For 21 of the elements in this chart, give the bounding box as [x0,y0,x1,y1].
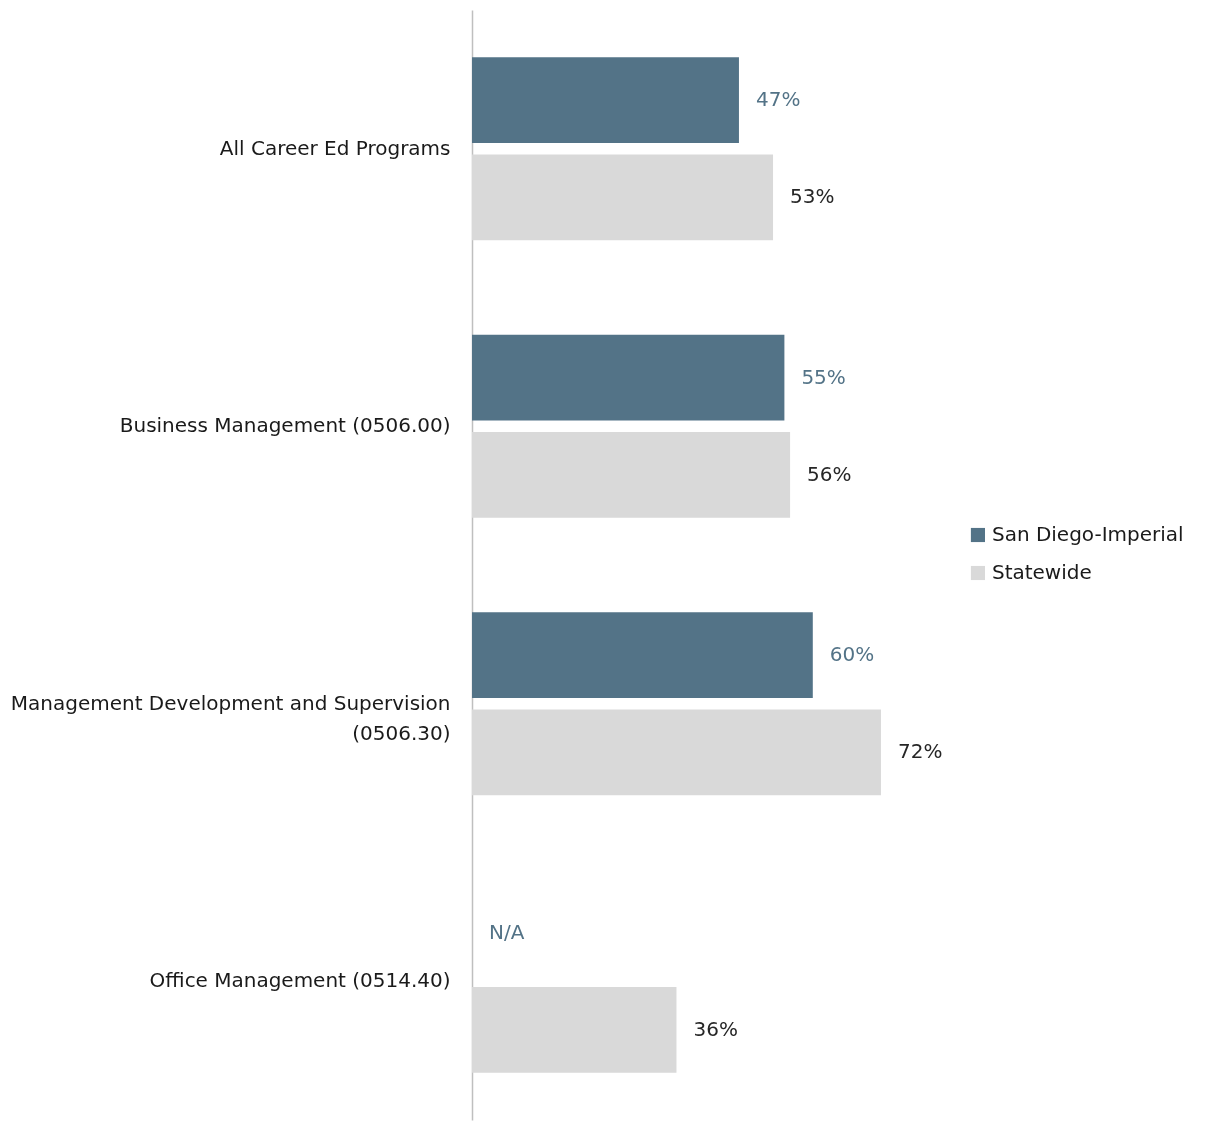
bar [472,709,881,796]
bar [472,57,739,143]
y-tick-label: All Career Ed Programs [219,135,451,160]
data-label: 60% [829,642,875,667]
legend-label: Statewide [991,560,1092,584]
bar [472,987,677,1073]
bar [472,154,774,241]
y-tick-label: Office Management (0514.40) [149,968,451,993]
data-label: 56% [807,461,852,486]
data-label: 55% [801,364,846,389]
bar [472,432,791,518]
bar [472,334,785,421]
bar [472,612,813,698]
data-label: 36% [693,1016,738,1041]
data-label: 72% [897,739,943,764]
y-tick-label: Management Development and Supervision (0506.30) [10,690,451,745]
data-label: 53% [790,184,835,209]
y-tick-label: Business Management (0506.00) [119,413,451,438]
legend-label: San Diego-Imperial [991,522,1184,546]
text: N/A [489,919,525,944]
data-label: 47% [755,87,801,112]
